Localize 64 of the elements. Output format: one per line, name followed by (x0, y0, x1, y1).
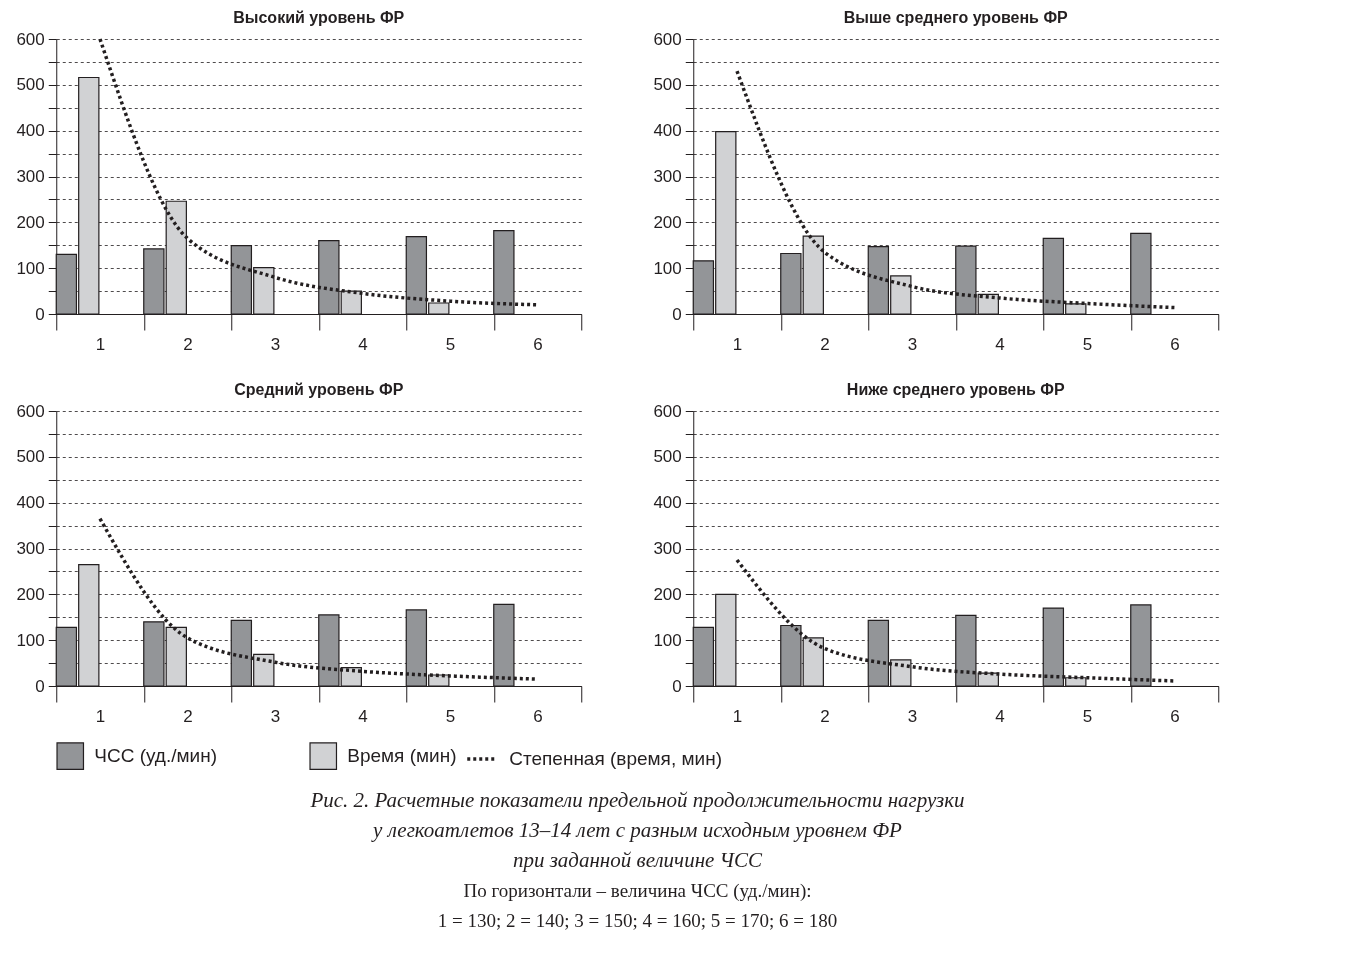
y-tick-label: 400 (653, 121, 682, 141)
y-tick-label: 500 (653, 447, 682, 467)
x-tick-label: 2 (820, 706, 830, 726)
x-tick-label: 1 (732, 706, 743, 726)
x-tick-label: 5 (445, 706, 456, 726)
text: 1 = 130; 2 = 140; 3 = 150; 4 = 160; 5 = 170; 6 = 180 (437, 910, 838, 931)
x-tick-label: 4 (358, 706, 368, 726)
x-tick-label: 5 (1082, 706, 1093, 726)
x-tick-label: 6 (533, 706, 543, 726)
y-tick-label: 500 (16, 75, 45, 95)
y-tick-label: 500 (653, 75, 682, 95)
x-tick-label: 4 (358, 334, 368, 354)
y-tick-label: 600 (653, 29, 682, 49)
x-tick-label: 6 (533, 334, 543, 354)
text: при заданной величине ЧСС (512, 848, 764, 872)
text: у легкоатлетов 13–14 лет с разным исходным уровнем ФР (371, 818, 903, 842)
x-tick-label: 6 (1170, 334, 1180, 354)
text: Рис. 2. Расчетные показатели предельной продолжительности нагрузки (309, 788, 965, 812)
y-tick-label: 400 (16, 493, 45, 513)
y-tick-label: 200 (653, 584, 682, 604)
y-tick-label: 0 (35, 676, 45, 696)
y-tick-label: 600 (653, 401, 682, 421)
chart-title: Выше среднего уровень ФР (843, 9, 1069, 26)
x-tick-label: 2 (820, 334, 830, 354)
y-tick-label: 200 (653, 212, 682, 232)
x-tick-label: 5 (445, 334, 456, 354)
legend-label: Степенная (время, мин) (509, 748, 722, 769)
y-tick-label: 0 (672, 304, 682, 324)
x-tick-label: 3 (270, 334, 281, 354)
y-tick-label: 100 (16, 630, 45, 650)
y-tick-label: 0 (35, 304, 45, 324)
y-tick-label: 100 (16, 258, 45, 278)
y-tick-label: 600 (16, 29, 45, 49)
chart-title: Средний уровень ФР (234, 381, 404, 398)
x-tick-label: 2 (183, 706, 193, 726)
y-tick-label: 400 (653, 493, 682, 513)
y-tick-label: 400 (16, 121, 45, 141)
x-tick-label: 4 (995, 334, 1005, 354)
x-tick-label: 3 (907, 706, 918, 726)
y-tick-label: 200 (16, 584, 45, 604)
x-tick-label: 4 (995, 706, 1005, 726)
x-tick-label: 3 (907, 334, 918, 354)
x-tick-label: 1 (95, 706, 106, 726)
chart-title: Высокий уровень ФР (233, 9, 405, 26)
x-tick-label: 2 (183, 334, 193, 354)
y-tick-label: 100 (653, 258, 682, 278)
chart-title: Ниже среднего уровень ФР (846, 381, 1066, 398)
y-tick-label: 300 (653, 539, 682, 558)
y-tick-label: 600 (16, 401, 45, 421)
y-tick-label: 300 (16, 539, 45, 558)
y-tick-label: 0 (672, 676, 682, 696)
x-tick-label: 3 (270, 706, 281, 726)
y-tick-label: 100 (653, 630, 682, 650)
legend-label: ЧСС (уд./мин) (94, 745, 217, 767)
y-tick-label: 300 (653, 167, 682, 186)
x-tick-label: 1 (95, 334, 106, 354)
x-tick-label: 1 (732, 334, 743, 354)
x-tick-label: 5 (1082, 334, 1093, 354)
text: По горизонтали – величина ЧСС (уд./мин): (463, 880, 812, 902)
x-tick-label: 6 (1170, 706, 1180, 726)
y-tick-label: 500 (16, 447, 45, 467)
legend-label: Время (мин) (347, 745, 457, 767)
y-tick-label: 300 (16, 167, 45, 186)
y-tick-label: 200 (16, 212, 45, 232)
